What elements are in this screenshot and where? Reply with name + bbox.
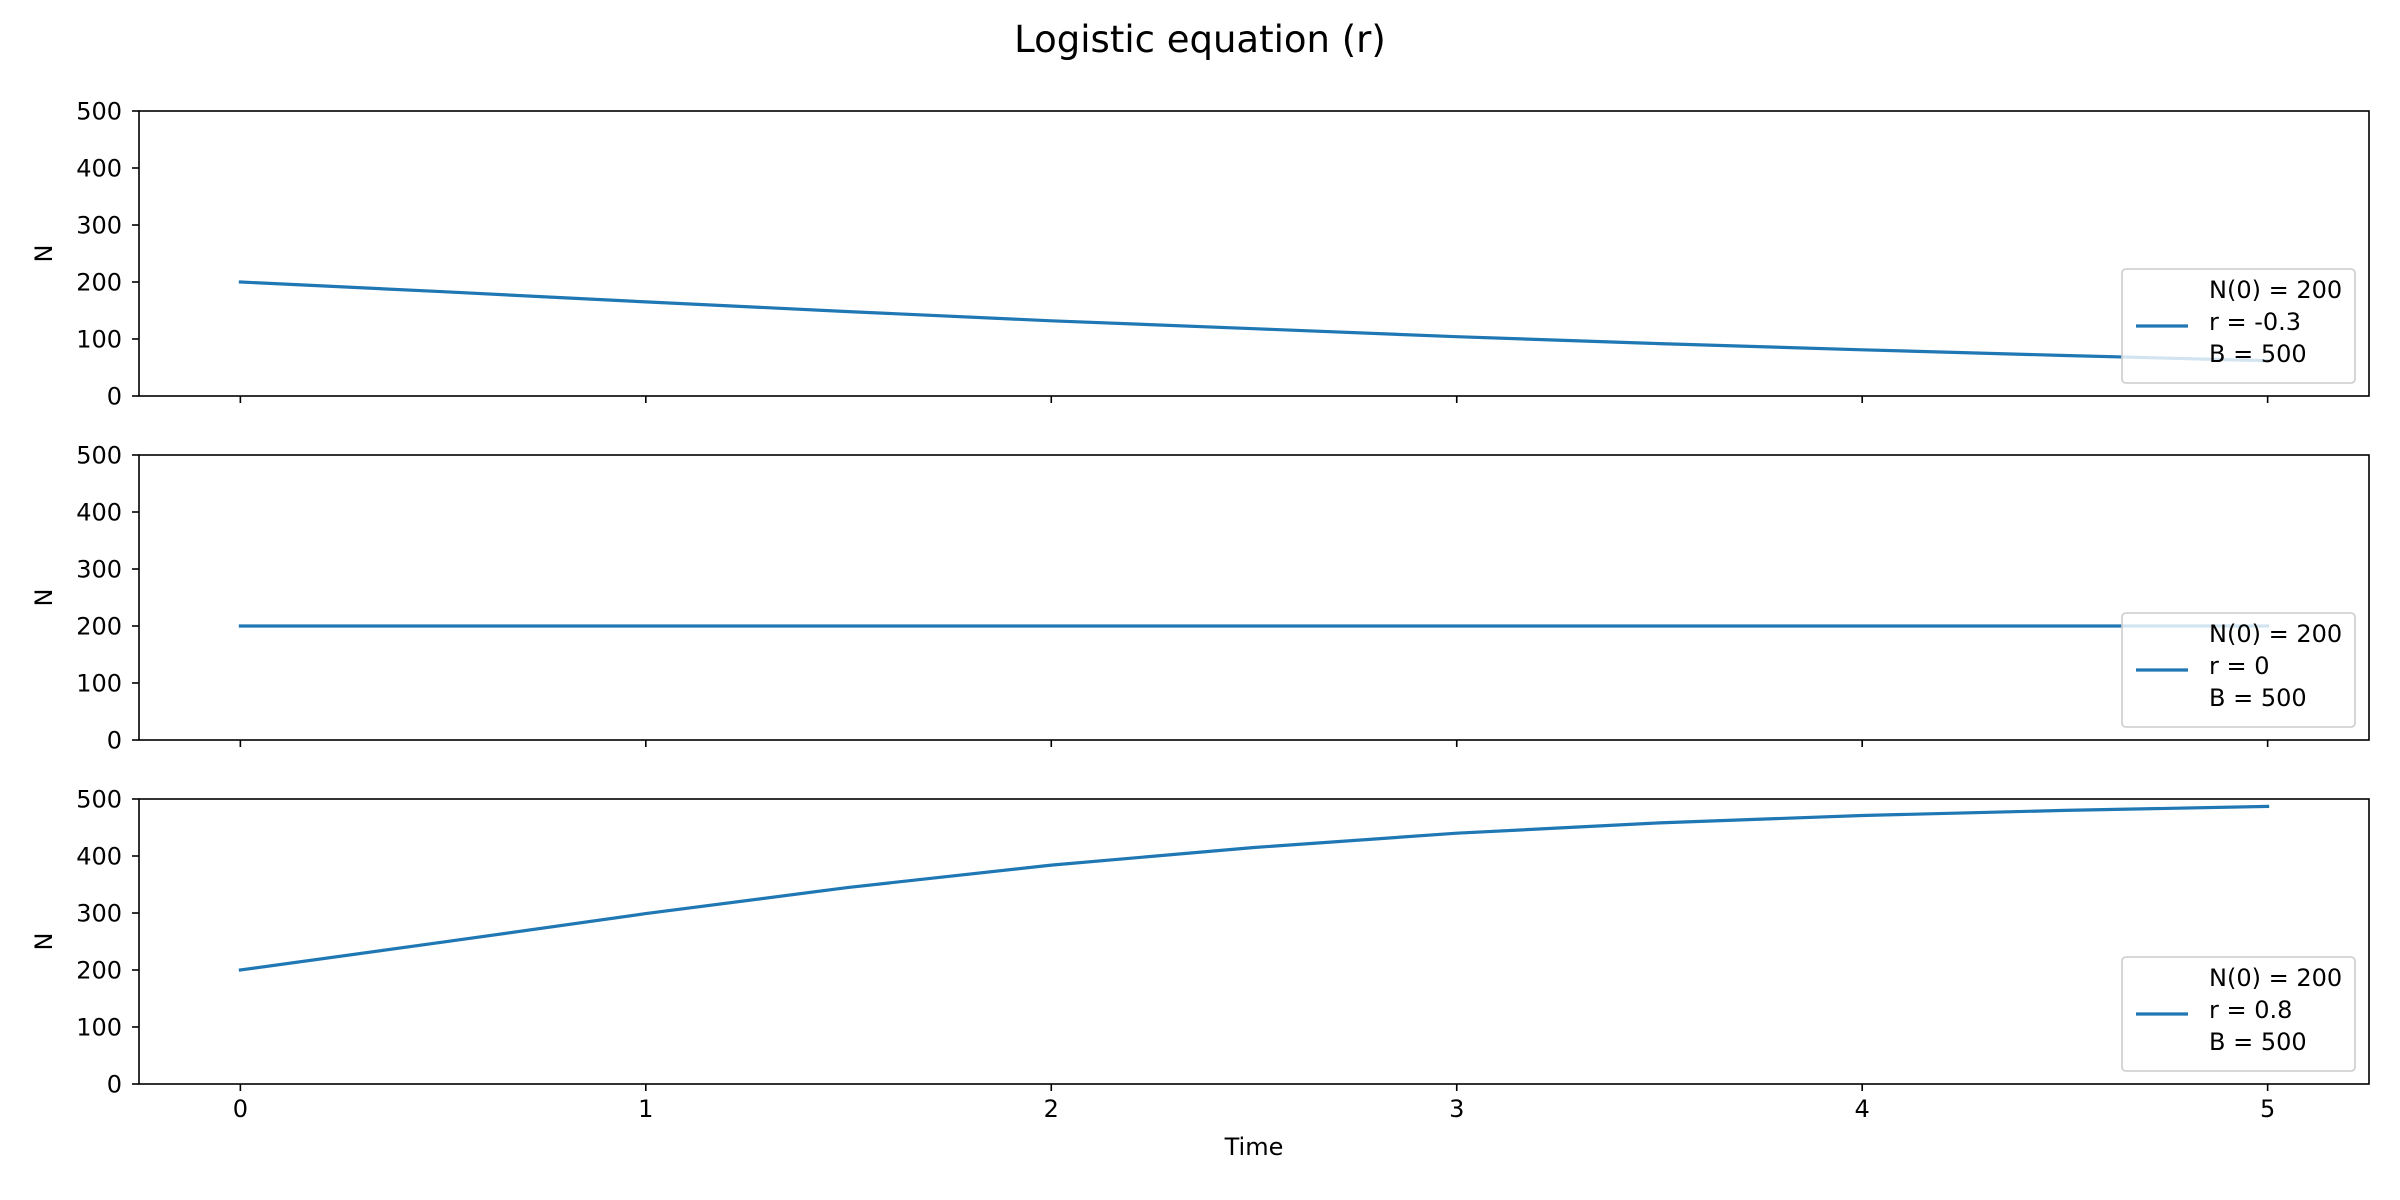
legend: N(0) = 200 r = 0.8 B = 500 [2121,956,2356,1072]
y-axis-label: N [30,933,58,951]
x-tick-label: 1 [638,1095,653,1123]
y-tick-label: 100 [76,1014,122,1042]
y-tick-label: 0 [107,727,122,755]
legend-text: r = -0.3 [2209,308,2301,336]
y-tick-label: 200 [76,957,122,985]
legend-text: B = 500 [2209,684,2307,712]
legend-text: N(0) = 200 [2209,964,2342,992]
figure-title: Logistic equation (r) [1014,18,1386,61]
y-tick-label: 300 [76,900,122,928]
subplot-1: 0 100 200 300 400 500 N N(0) = 200 r = -0.3 B = 5… [30,98,2370,411]
y-tick-label: 500 [76,98,122,126]
legend-text: N(0) = 200 [2209,276,2342,304]
x-tick-label: 3 [1449,1095,1464,1123]
legend: N(0) = 200 r = -0.3 B = 500 [2121,268,2356,384]
subplot-3: 0 100 200 300 400 500 0 1 2 3 4 5 N Time N(0) = 200 r =… [30,786,2370,1161]
y-tick-label: 400 [76,155,122,183]
y-tick-label: 300 [76,212,122,240]
x-axis-label: Time [1224,1133,1284,1161]
x-tick-label: 0 [233,1095,248,1123]
axes-frame [138,110,2370,397]
legend-text: r = 0 [2209,652,2270,680]
axes-frame [138,798,2370,1085]
y-tick-label: 500 [76,786,122,814]
legend-text: N(0) = 200 [2209,620,2342,648]
legend-text: B = 500 [2209,340,2307,368]
y-tick-label: 100 [76,670,122,698]
series-line [238,804,2270,972]
y-tick-label: 300 [76,556,122,584]
legend-text: B = 500 [2209,1028,2307,1056]
legend-box [2121,268,2356,384]
y-tick-label: 100 [76,326,122,354]
y-tick-label: 0 [107,383,122,411]
legend: N(0) = 200 r = 0 B = 500 [2121,612,2356,728]
y-axis-label: N [30,589,58,607]
axes-frame [138,454,2370,741]
y-tick-label: 200 [76,613,122,641]
legend-box [2121,956,2356,1072]
y-tick-label: 200 [76,269,122,297]
y-tick-label: 0 [107,1071,122,1099]
subplot-2: 0 100 200 300 400 500 N N(0) = 200 r = 0 B = 500 [30,442,2370,755]
y-axis-label: N [30,245,58,263]
legend-text: r = 0.8 [2209,996,2292,1024]
y-tick-label: 500 [76,442,122,470]
y-tick-label: 400 [76,499,122,527]
legend-box [2121,612,2356,728]
x-tick-label: 5 [2260,1095,2275,1123]
y-tick-label: 400 [76,843,122,871]
x-tick-label: 2 [1044,1095,1059,1123]
x-tick-label: 4 [1855,1095,1870,1123]
series-line [238,280,2270,363]
